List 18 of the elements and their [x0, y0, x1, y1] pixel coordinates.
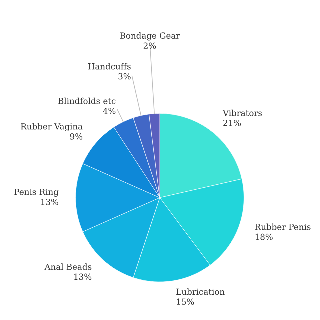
data-label: 21% — [224, 120, 242, 126]
slice-label: Rubber Penis — [255, 224, 311, 230]
slice-label: Bondage Gear — [120, 32, 180, 41]
slice-label: Handcuffs — [88, 63, 131, 70]
slice-label: Anal Beads — [44, 264, 92, 270]
slice-label: Rubber Vagina — [21, 123, 83, 132]
data-label: 13% — [74, 274, 92, 280]
slice-label: Penis Ring — [14, 188, 59, 197]
data-label: 3% — [118, 73, 131, 80]
data-label: 18% — [256, 234, 273, 240]
data-label: 2% — [144, 42, 156, 50]
data-label: 4% — [103, 108, 116, 114]
slice-label: Lubrication — [176, 288, 225, 296]
slice-label: Blindfolds etc — [58, 98, 116, 104]
slice-label: Vibrators — [222, 110, 262, 116]
data-label: 9% — [70, 134, 83, 140]
data-label: 13% — [41, 198, 58, 206]
data-label: 15% — [177, 298, 194, 306]
